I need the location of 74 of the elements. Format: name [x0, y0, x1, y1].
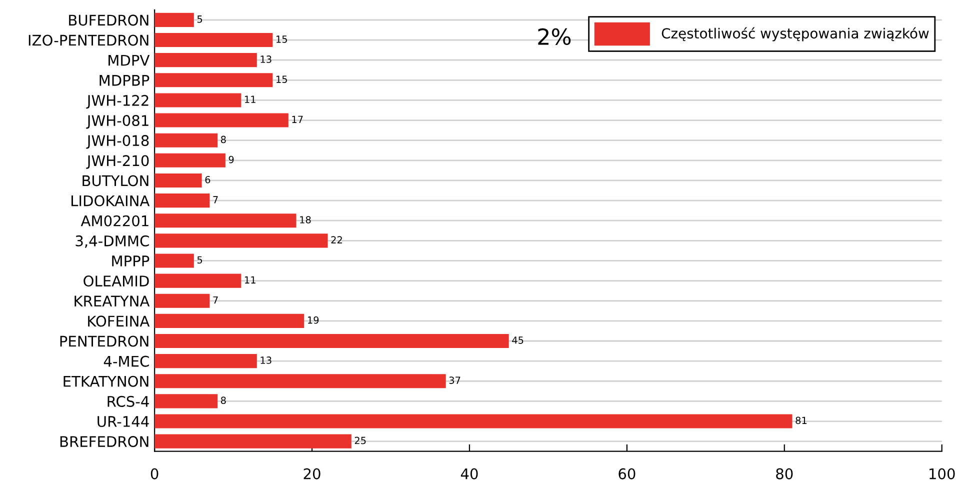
- data-label: 11: [245, 96, 256, 103]
- bar: [154, 414, 792, 428]
- y-tick-label: LIDOKAINA: [72, 195, 150, 206]
- y-tick-label: JWH-210: [86, 155, 149, 169]
- y-tick-label: IZO-PENTEDRON: [28, 34, 148, 46]
- y-tick-label: PENTEDRON: [60, 336, 148, 347]
- bar: [154, 374, 446, 388]
- x-tick-label: 40: [460, 468, 478, 480]
- data-label: 15: [276, 76, 287, 83]
- bar: [154, 93, 242, 108]
- y-tick-label: MDPBP: [100, 75, 150, 86]
- data-label: 81: [796, 416, 807, 424]
- data-label: 7: [213, 296, 218, 304]
- data-label: 25: [354, 436, 366, 444]
- y-tick-label: MDPV: [108, 54, 150, 66]
- y-tick-label: BUTYLON: [82, 175, 148, 186]
- bar: [154, 274, 242, 288]
- data-label: 8: [220, 396, 226, 404]
- bar: [154, 73, 273, 88]
- legend-label: Częstotliwość występowania związków: [662, 27, 929, 42]
- bar: [154, 133, 218, 148]
- data-label: 5: [197, 16, 202, 23]
- bar: [154, 32, 273, 48]
- x-tick-label: 0: [150, 468, 158, 480]
- data-label: 17: [292, 116, 303, 123]
- bar: [154, 12, 194, 27]
- y-tick-label: MPPP: [112, 256, 150, 266]
- bar: [154, 314, 304, 328]
- data-label: 45: [512, 336, 524, 344]
- x-tick-label: 20: [304, 468, 320, 480]
- data-label: 13: [260, 56, 272, 63]
- bar: [154, 173, 202, 188]
- x-tick-label: 80: [776, 468, 793, 480]
- y-tick-label: RCS-4: [108, 396, 149, 407]
- bar: [154, 334, 509, 348]
- data-label: 13: [260, 356, 272, 364]
- data-label: 37: [449, 376, 460, 384]
- y-tick-label: OLEAMID: [84, 276, 149, 287]
- bar: [154, 394, 218, 408]
- data-label: 18: [300, 216, 311, 224]
- y-tick-label: 4-MEC: [104, 356, 149, 367]
- y-tick-label: JWH-018: [86, 135, 149, 149]
- y-tick-label: AM02201: [80, 215, 148, 226]
- bar: [154, 434, 352, 448]
- data-label: 5: [197, 256, 202, 264]
- y-tick-label: 3,4-DMMC: [76, 235, 149, 248]
- data-label: 9: [228, 156, 234, 164]
- bar: [154, 113, 288, 128]
- bar: [154, 214, 296, 228]
- x-tick-label: 100: [930, 468, 955, 480]
- bar: [154, 234, 328, 248]
- bar: [154, 194, 210, 208]
- data-label: 19: [308, 316, 319, 324]
- bar: [154, 53, 257, 68]
- data-label: 8: [220, 136, 226, 144]
- bar: [154, 294, 210, 308]
- bar: [154, 354, 257, 368]
- x-tick-label: 60: [618, 468, 636, 480]
- data-label: 7: [213, 196, 218, 204]
- y-tick-label: JWH-122: [86, 94, 148, 109]
- y-tick-label: KREATYNA: [74, 296, 150, 306]
- y-tick-label: BREFEDRON: [60, 436, 148, 448]
- data-label: 6: [205, 176, 210, 184]
- y-tick-label: JWH-081: [86, 114, 148, 129]
- bar: [154, 153, 226, 168]
- bar: [154, 254, 194, 268]
- y-tick-label: BUFEDRON: [69, 14, 148, 26]
- data-label: 11: [245, 276, 256, 284]
- data-label: 15: [276, 36, 287, 43]
- y-tick-label: ETKATYNON: [64, 376, 148, 387]
- data-label: 22: [331, 236, 342, 244]
- y-tick-label: UR-144: [98, 416, 149, 428]
- annotation: 2%: [538, 28, 571, 46]
- y-tick-label: KOFEINA: [88, 316, 150, 327]
